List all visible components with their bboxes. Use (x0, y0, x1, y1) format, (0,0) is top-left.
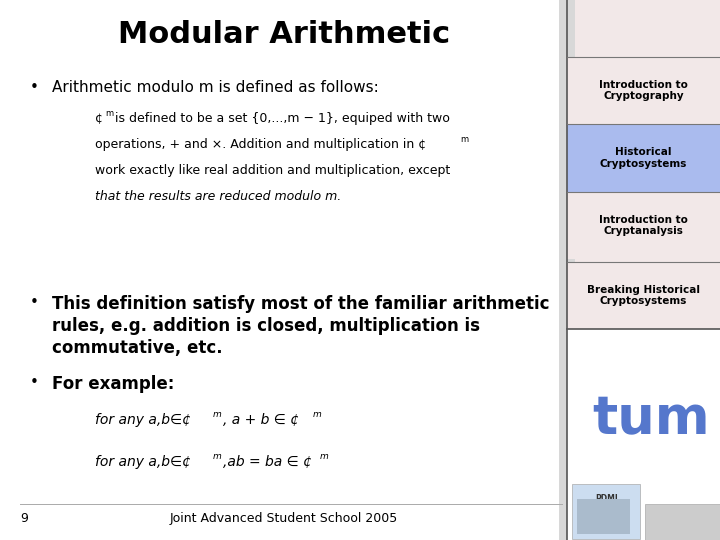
FancyBboxPatch shape (567, 192, 720, 259)
Text: tum: tum (593, 394, 710, 445)
FancyBboxPatch shape (559, 0, 575, 540)
Text: ¢: ¢ (95, 112, 103, 125)
Text: Historical
Cryptosystems: Historical Cryptosystems (600, 147, 688, 168)
Text: for any a,b∈¢: for any a,b∈¢ (95, 413, 191, 427)
Text: m: m (320, 452, 329, 461)
Text: m: m (213, 452, 222, 461)
Text: is defined to be a set {0,...,m − 1}, equiped with two: is defined to be a set {0,...,m − 1}, eq… (111, 112, 450, 125)
Text: operations, + and ×. Addition and multiplication in ¢: operations, + and ×. Addition and multip… (95, 138, 426, 151)
Text: rules, e.g. addition is closed, multiplication is: rules, e.g. addition is closed, multipli… (52, 317, 480, 335)
Text: for any a,b∈¢: for any a,b∈¢ (95, 455, 191, 469)
Text: •: • (30, 295, 39, 310)
FancyBboxPatch shape (567, 124, 720, 192)
FancyBboxPatch shape (577, 500, 631, 535)
Text: Introduction to
Cryptography: Introduction to Cryptography (599, 79, 688, 102)
FancyBboxPatch shape (567, 262, 720, 329)
FancyBboxPatch shape (572, 484, 640, 539)
Text: , a + b ∈ ¢: , a + b ∈ ¢ (223, 413, 299, 427)
Text: m: m (105, 109, 113, 118)
FancyBboxPatch shape (567, 0, 720, 540)
FancyBboxPatch shape (645, 504, 720, 540)
Text: For example:: For example: (52, 375, 174, 393)
Text: PDMI: PDMI (595, 495, 618, 503)
Text: Introduction to
Cryptanalysis: Introduction to Cryptanalysis (599, 214, 688, 237)
Text: work exactly like real addition and multiplication, except: work exactly like real addition and mult… (95, 164, 450, 177)
Text: Breaking Historical
Cryptosystems: Breaking Historical Cryptosystems (588, 285, 700, 306)
Text: commutative, etc.: commutative, etc. (52, 339, 222, 357)
Text: Joint Advanced Student School 2005: Joint Advanced Student School 2005 (169, 512, 398, 525)
FancyBboxPatch shape (567, 329, 720, 540)
Text: m: m (460, 135, 468, 144)
Text: •: • (30, 80, 39, 95)
Text: m: m (213, 410, 222, 419)
Text: 9: 9 (20, 512, 28, 525)
Text: that the results are reduced modulo m.: that the results are reduced modulo m. (95, 190, 341, 203)
Text: •: • (30, 375, 39, 390)
Text: Arithmetic modulo m is defined as follows:: Arithmetic modulo m is defined as follow… (52, 80, 379, 95)
Text: Modular Arithmetic: Modular Arithmetic (117, 20, 450, 49)
FancyBboxPatch shape (567, 57, 720, 124)
Text: m: m (313, 410, 322, 419)
Text: ,ab = ba ∈ ¢: ,ab = ba ∈ ¢ (223, 455, 312, 469)
Text: This definition satisfy most of the familiar arithmetic: This definition satisfy most of the fami… (52, 295, 549, 313)
